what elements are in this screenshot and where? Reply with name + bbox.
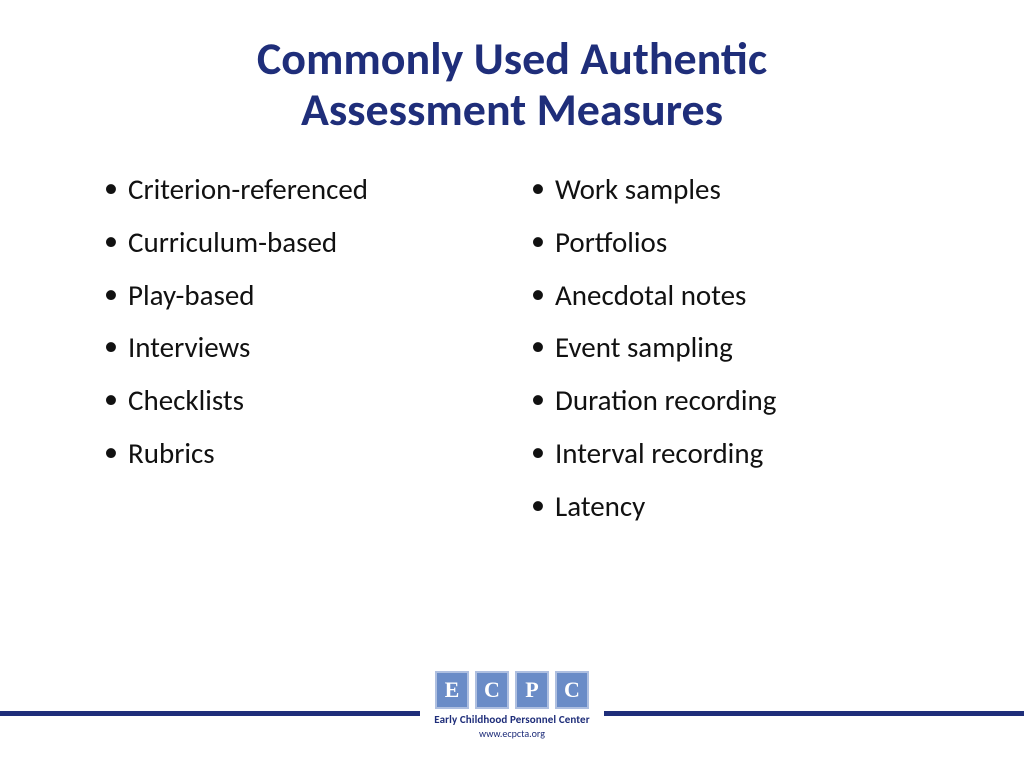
list-item: Portfolios — [527, 216, 954, 269]
right-list: Work samples Portfolios Anecdotal notes … — [527, 163, 954, 532]
logo-letter: P — [515, 671, 549, 709]
list-item: Play-based — [100, 269, 527, 322]
list-item: Anecdotal notes — [527, 269, 954, 322]
list-item: Interviews — [100, 321, 527, 374]
right-column: Work samples Portfolios Anecdotal notes … — [527, 163, 954, 532]
list-item: Checklists — [100, 374, 527, 427]
footer: E C P C Early Childhood Personnel Center… — [0, 671, 1024, 742]
logo-blocks: E C P C — [434, 671, 589, 709]
logo: E C P C Early Childhood Personnel Center… — [420, 671, 603, 740]
list-item: Interval recording — [527, 427, 954, 480]
list-item: Rubrics — [100, 427, 527, 480]
list-item: Criterion-referenced — [100, 163, 527, 216]
slide-title: Commonly Used Authentic Assessment Measu… — [0, 0, 1024, 145]
list-item: Event sampling — [527, 321, 954, 374]
logo-letter: C — [475, 671, 509, 709]
list-item: Curriculum-based — [100, 216, 527, 269]
list-item: Duration recording — [527, 374, 954, 427]
left-list: Criterion-referenced Curriculum-based Pl… — [100, 163, 527, 480]
title-line-2: Assessment Measures — [301, 82, 723, 138]
list-item: Latency — [527, 480, 954, 533]
list-item: Work samples — [527, 163, 954, 216]
org-url: www.ecpcta.org — [434, 727, 589, 740]
content-columns: Criterion-referenced Curriculum-based Pl… — [0, 145, 1024, 532]
org-name: Early Childhood Personnel Center — [434, 713, 589, 726]
logo-letter: C — [555, 671, 589, 709]
logo-letter: E — [435, 671, 469, 709]
title-line-1: Commonly Used Authentic — [257, 31, 767, 87]
left-column: Criterion-referenced Curriculum-based Pl… — [100, 163, 527, 532]
